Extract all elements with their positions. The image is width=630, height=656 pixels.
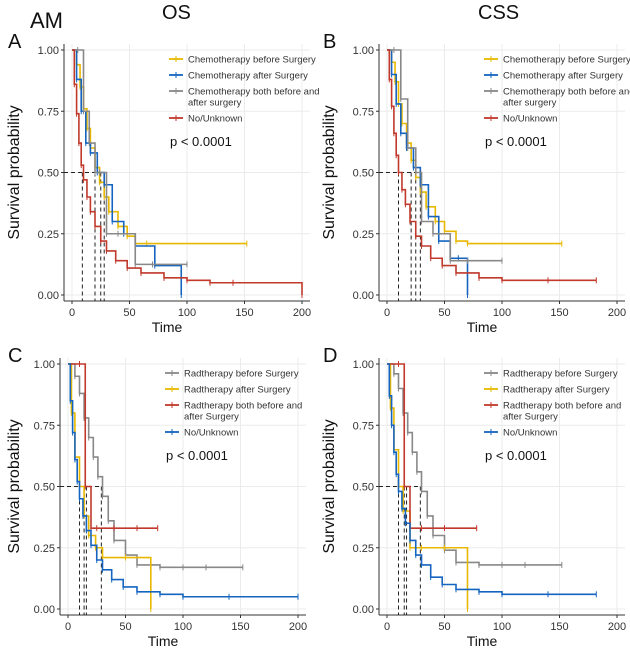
x-tick-label: 200	[608, 307, 626, 319]
y-tick-label: 0.50	[34, 482, 55, 494]
y-tick-label: 0.75	[38, 106, 59, 118]
x-tick-label: 150	[550, 307, 568, 319]
panel-letter: C	[8, 345, 22, 367]
km-curve-1	[68, 363, 243, 569]
legend-label: Chemotherapy after Surgery	[503, 71, 623, 82]
x-tick-label: 100	[174, 621, 192, 633]
x-tick-label: 100	[493, 621, 511, 633]
y-tick-label: 0.75	[353, 420, 374, 432]
legend-label: Radtherapy both before and after Surgery	[503, 401, 621, 423]
os-column-title: OS	[162, 2, 191, 24]
y-axis-title: Survival probability	[321, 105, 338, 239]
x-tick-label: 200	[293, 307, 311, 319]
legend-label: Chemotherapy both before and after surger…	[188, 87, 320, 109]
panel-letter: B	[323, 31, 336, 53]
legend-label: Chemotherapy before Surgery	[188, 55, 316, 66]
x-tick-label: 50	[438, 621, 450, 633]
css-column-title: CSS	[478, 2, 520, 24]
panel-c: C 0.00 0.25 0.50 0.75 1.00 0 50 100 150 200 Time Sur…	[6, 345, 307, 649]
y-tick-label: 1.00	[38, 45, 59, 57]
legend-label: Radtherapy both before and after Surgery	[184, 401, 302, 423]
legend-label: Chemotherapy after Surgery	[188, 71, 308, 82]
x-tick-label: 100	[178, 307, 196, 319]
x-tick-label: 50	[123, 307, 135, 319]
panel-a: A 0.00 0.25 0.50 0.75 1.00 0 50 100 150 200 Time Sur…	[6, 31, 320, 335]
km-curve-4	[387, 49, 597, 282]
x-tick-label: 0	[384, 307, 390, 319]
x-tick-label: 0	[384, 621, 390, 633]
y-axis-title: Survival probability	[321, 419, 338, 553]
y-tick-label: 0.25	[34, 543, 55, 555]
legend-label: No/Unknown	[184, 428, 238, 439]
y-tick-label: 0.25	[353, 543, 374, 555]
p-value: p < 0.0001	[485, 448, 547, 463]
x-axis-title: Time	[152, 319, 183, 335]
x-tick-label: 50	[438, 307, 450, 319]
x-tick-label: 150	[231, 621, 249, 633]
legend-label: Chemotherapy both before and after surger…	[503, 87, 630, 109]
panel-letter: D	[323, 345, 337, 367]
am-label: AM	[30, 8, 63, 33]
y-tick-label: 0.25	[353, 229, 374, 241]
p-value: p < 0.0001	[170, 134, 232, 149]
legend-label: No/Unknown	[188, 114, 242, 125]
legend-label: No/Unknown	[503, 428, 557, 439]
legend-label: Chemotherapy before Surgery	[503, 55, 630, 66]
y-axis-title: Survival probability	[6, 105, 23, 239]
x-tick-label: 150	[550, 621, 568, 633]
x-tick-label: 0	[65, 621, 71, 633]
y-tick-label: 1.00	[353, 359, 374, 371]
x-tick-label: 100	[493, 307, 511, 319]
panel-letter: A	[8, 31, 22, 53]
x-tick-label: 150	[235, 307, 253, 319]
y-tick-label: 0.50	[353, 168, 374, 180]
km-curve-3	[68, 363, 158, 529]
y-tick-label: 0.75	[34, 420, 55, 432]
x-tick-label: 200	[608, 621, 626, 633]
y-tick-label: 0.00	[38, 290, 59, 302]
km-curve-3	[387, 363, 477, 529]
x-tick-label: 0	[69, 307, 75, 319]
x-axis-title: Time	[467, 633, 498, 649]
y-tick-label: 1.00	[34, 359, 55, 371]
legend-label: Radtherapy after Surgery	[503, 385, 610, 396]
legend-label: Radtherapy before Surgery	[503, 369, 618, 380]
km-curve-4	[387, 363, 597, 596]
x-tick-label: 50	[119, 621, 131, 633]
legend-label: Radtherapy before Surgery	[184, 369, 299, 380]
km-curve-3	[72, 49, 187, 266]
legend-label: Radtherapy after Surgery	[184, 385, 291, 396]
y-tick-label: 0.50	[38, 168, 59, 180]
km-curve-3	[387, 49, 502, 262]
x-axis-title: Time	[148, 633, 179, 649]
y-tick-label: 0.25	[38, 229, 59, 241]
p-value: p < 0.0001	[166, 448, 228, 463]
panel-b: B 0.00 0.25 0.50 0.75 1.00 0 50 100 150 200 Time Sur…	[321, 31, 630, 335]
legend-label: No/Unknown	[503, 114, 557, 125]
y-tick-label: 0.50	[353, 482, 374, 494]
y-tick-label: 0.00	[353, 604, 374, 616]
y-axis-title: Survival probability	[6, 419, 23, 553]
y-tick-label: 1.00	[353, 45, 374, 57]
y-tick-label: 0.00	[353, 290, 374, 302]
p-value: p < 0.0001	[485, 134, 547, 149]
panel-d: D 0.00 0.25 0.50 0.75 1.00 0 50 100 150 200 Time Sur…	[321, 345, 626, 649]
y-tick-label: 0.00	[34, 604, 55, 616]
x-axis-title: Time	[467, 319, 498, 335]
y-tick-label: 0.75	[353, 106, 374, 118]
x-tick-label: 200	[289, 621, 307, 633]
